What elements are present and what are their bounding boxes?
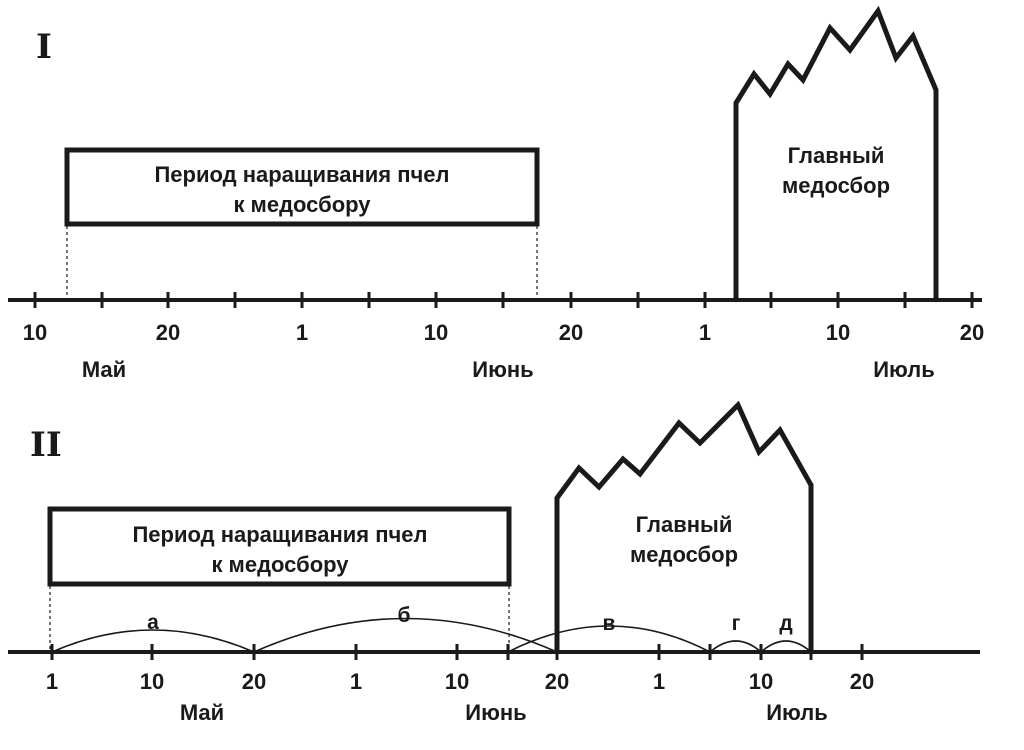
- diagram-1-tick-label: 20: [559, 320, 583, 345]
- diagram-2-box-line-2: к медосбору: [211, 552, 349, 577]
- diagram-2-flow-line-2: медосбор: [630, 542, 738, 567]
- arc-g: [709, 640, 762, 653]
- diagram-2-flow-line-1: Главный: [636, 512, 733, 537]
- diagram-1-tick-label: 1: [699, 320, 711, 345]
- diagram-1-tick-label: 10: [424, 320, 448, 345]
- arc-a: [51, 629, 255, 653]
- diagram-1: I Период наращивания пчел к медосбору Гл…: [8, 5, 984, 382]
- diagram-2-tick-label: 10: [445, 669, 469, 694]
- diagram-2-tick-labels: 1 10 20 1 10 20 1 10 20: [46, 669, 874, 694]
- diagram-1-month-label: Июль: [873, 357, 935, 382]
- diagram-2-roman: II: [30, 425, 62, 465]
- diagram-2-tick-label: 20: [850, 669, 874, 694]
- diagram-1-box-line-1: Период наращивания пчел: [154, 162, 449, 187]
- diagram-1-tick-label: 10: [826, 320, 850, 345]
- diagram-1-month-label: Июнь: [472, 357, 533, 382]
- diagram-1-period-box: [64, 147, 540, 227]
- diagram-1-tick-label: 10: [23, 320, 47, 345]
- diagram-2-period-box: [47, 506, 512, 587]
- arc-label-b: б: [398, 604, 411, 627]
- arc-b: [253, 617, 558, 653]
- diagram-2-tick-label: 1: [653, 669, 665, 694]
- arc-label-a: а: [147, 611, 159, 634]
- diagram-1-month-labels: Май Июнь Июль: [82, 357, 935, 382]
- diagram-1-flow-line-2: медосбор: [782, 173, 890, 198]
- diagram-1-tick-labels: 10 20 1 10 20 1 10 20: [23, 320, 984, 345]
- diagram-1-tick-label: 1: [296, 320, 308, 345]
- arc-label-g: г: [732, 612, 741, 635]
- diagram-2: II Период наращивания пчел к медосбору Г…: [8, 400, 980, 725]
- diagram-2-ticks: [50, 644, 864, 660]
- diagram-1-flow-line-1: Главный: [788, 143, 885, 168]
- arc-d: [760, 640, 812, 653]
- diagram-2-month-label: Июль: [766, 700, 828, 725]
- diagram-2-month-label: Май: [180, 700, 224, 725]
- diagram-1-month-label: Май: [82, 357, 126, 382]
- diagram-2-tick-label: 10: [749, 669, 773, 694]
- diagram-1-ticks: [33, 292, 974, 308]
- diagram-1-tick-label: 20: [960, 320, 984, 345]
- diagram-2-tick-label: 10: [140, 669, 164, 694]
- diagram-2-tick-label: 1: [46, 669, 58, 694]
- diagram-2-arc-labels: а б в г д: [147, 604, 793, 635]
- diagram-2-month-label: Июнь: [465, 700, 526, 725]
- diagram-1-roman: I: [36, 27, 52, 67]
- diagram-2-tick-label: 20: [242, 669, 266, 694]
- arc-label-d: д: [779, 612, 792, 635]
- diagram-2-tick-label: 20: [545, 669, 569, 694]
- diagram-1-honey-flow-shape: [733, 5, 939, 300]
- arc-v: [507, 625, 711, 653]
- diagram-2-arcs: [51, 617, 812, 653]
- diagram-2-box-line-1: Период наращивания пчел: [132, 522, 427, 547]
- diagram-1-box-line-2: к медосбору: [233, 192, 371, 217]
- diagram-2-honey-flow-shape: [554, 400, 814, 652]
- diagram-2-tick-label: 1: [350, 669, 362, 694]
- arc-label-v: в: [603, 612, 616, 635]
- diagram-2-month-labels: Май Июнь Июль: [180, 700, 828, 725]
- diagram-1-tick-label: 20: [156, 320, 180, 345]
